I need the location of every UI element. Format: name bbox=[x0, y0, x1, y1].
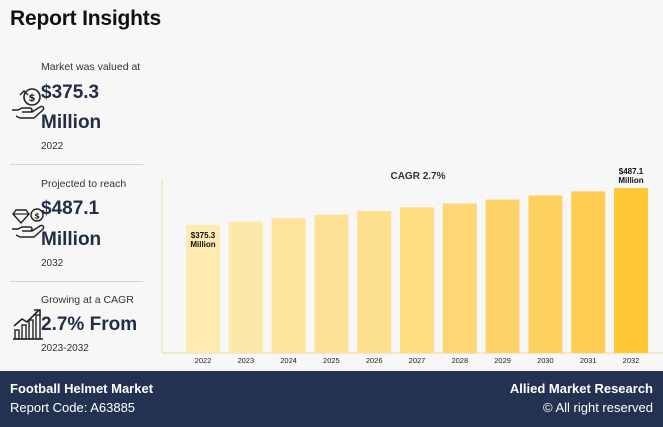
growth-chart-icon bbox=[13, 309, 43, 340]
x-tick-label: 2028 bbox=[451, 356, 468, 365]
diamond-hand-icon: $ bbox=[12, 208, 45, 238]
x-tick-label: 2029 bbox=[494, 356, 511, 365]
footer: Football Helmet Market Report Code: A638… bbox=[0, 371, 663, 427]
bar-2032 bbox=[614, 188, 648, 353]
data-label: Million bbox=[190, 240, 215, 249]
bar-2026 bbox=[357, 211, 392, 353]
footer-report-code: Report Code: A63885 bbox=[10, 400, 136, 415]
bar-2030 bbox=[528, 195, 563, 353]
insight-caption: Projected to reach bbox=[41, 178, 127, 190]
x-tick-label: 2030 bbox=[537, 356, 554, 365]
insight-value: $487.1 bbox=[41, 198, 100, 219]
divider bbox=[10, 164, 143, 165]
page-title: Report Insights bbox=[10, 7, 162, 30]
chart-title: CAGR 2.7% bbox=[390, 171, 445, 182]
bar-2024 bbox=[271, 218, 306, 353]
footer-brand-info: Allied Market Research © All right reser… bbox=[510, 380, 653, 418]
x-tick-label: 2026 bbox=[366, 356, 383, 365]
insight-caption: Market was valued at bbox=[41, 61, 141, 73]
insight-value-unit: Million bbox=[41, 229, 102, 250]
bar-2028 bbox=[442, 203, 477, 353]
x-tick-label: 2031 bbox=[580, 356, 597, 365]
footer-rights: © All right reserved bbox=[542, 400, 653, 415]
x-tick-label: 2023 bbox=[237, 356, 254, 365]
bars-layer bbox=[186, 188, 648, 353]
bar-chart: CAGR 2.7% $375.3 Million $487.1 Million 202… bbox=[158, 160, 663, 368]
money-hand-icon: $ bbox=[12, 88, 45, 119]
bar-2029 bbox=[485, 199, 520, 353]
bar-2022 bbox=[186, 225, 220, 353]
footer-brand-name: Allied Market Research bbox=[509, 381, 653, 396]
bar-2023 bbox=[228, 221, 263, 353]
x-tick-label: 2025 bbox=[323, 356, 340, 365]
data-label: $375.3 bbox=[191, 231, 216, 240]
svg-text:$: $ bbox=[29, 93, 36, 104]
bar-2025 bbox=[314, 214, 349, 353]
x-tick-label: 2022 bbox=[195, 356, 212, 365]
x-tick-label: 2024 bbox=[280, 356, 297, 365]
insight-year: 2023-2032 bbox=[41, 343, 89, 354]
insight-year: 2022 bbox=[41, 141, 64, 152]
bar-2027 bbox=[400, 207, 434, 353]
insight-caption: Growing at a CAGR bbox=[41, 294, 134, 306]
insight-value-unit: Million bbox=[41, 112, 102, 133]
data-label: $487.1 bbox=[619, 167, 644, 176]
footer-market-name: Football Helmet Market bbox=[10, 381, 154, 396]
insight-value: $375.3 bbox=[41, 82, 100, 103]
x-tick-labels: 2022 2023 2024 2025 2026 2027 2028 2029 2030 2031… bbox=[195, 356, 640, 365]
insight-year: 2032 bbox=[41, 258, 64, 269]
x-tick-label: 2032 bbox=[623, 356, 640, 365]
footer-report-info: Football Helmet Market Report Code: A638… bbox=[10, 380, 153, 418]
data-label: Million bbox=[618, 176, 643, 185]
bar-2031 bbox=[571, 191, 606, 353]
insight-value: 2.7% From bbox=[41, 314, 138, 335]
x-tick-label: 2027 bbox=[409, 356, 426, 365]
svg-text:$: $ bbox=[34, 212, 40, 221]
divider bbox=[10, 281, 143, 282]
